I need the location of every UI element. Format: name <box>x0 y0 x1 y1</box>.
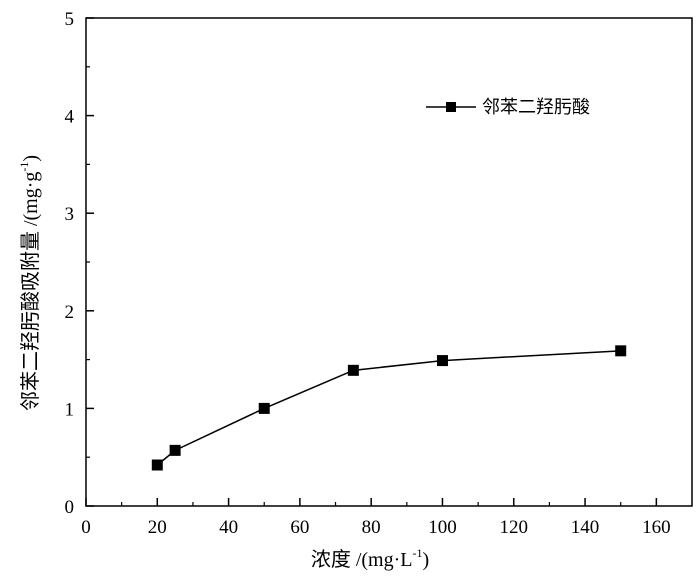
series-line <box>156 350 621 466</box>
y-tick-label: 5 <box>65 9 75 30</box>
y-tick-label: 4 <box>65 107 75 128</box>
series <box>151 345 627 471</box>
x-tick-label: 160 <box>642 517 671 538</box>
x-tick-label: 80 <box>362 517 381 538</box>
data-point <box>347 364 359 376</box>
x-tick-label: 40 <box>219 517 238 538</box>
y-axis-title: 邻苯二羟肟酸吸附量 /(mg·g-1) <box>17 155 42 411</box>
y-tick-label: 1 <box>65 399 75 420</box>
legend-label: 邻苯二羟肟酸 <box>482 97 590 117</box>
legend-marker <box>446 102 456 112</box>
x-tick-label: 100 <box>428 517 457 538</box>
data-point <box>436 355 448 367</box>
legend-box <box>414 80 594 132</box>
data-point <box>615 345 627 357</box>
x-tick-label: 120 <box>500 517 529 538</box>
y-tick-label: 2 <box>65 302 75 323</box>
x-tick-label: 20 <box>148 517 167 538</box>
x-tick-label: 60 <box>290 517 309 538</box>
axes <box>85 17 693 507</box>
data-point <box>151 459 163 471</box>
legend: 邻苯二羟肟酸 <box>414 80 594 132</box>
ticks: 0 20 40 60 80 100 120 140 160 0 1 2 3 4 5 <box>65 9 671 538</box>
y-tick-label: 0 <box>65 497 75 518</box>
y-tick-label: 3 <box>65 204 75 225</box>
x-tick-label: 0 <box>81 517 91 538</box>
plot-frame <box>85 17 693 507</box>
data-point <box>169 444 181 456</box>
x-axis-title: 浓度 /(mg·L-1) <box>311 546 429 571</box>
x-tick-label: 140 <box>571 517 600 538</box>
data-point <box>258 402 270 414</box>
